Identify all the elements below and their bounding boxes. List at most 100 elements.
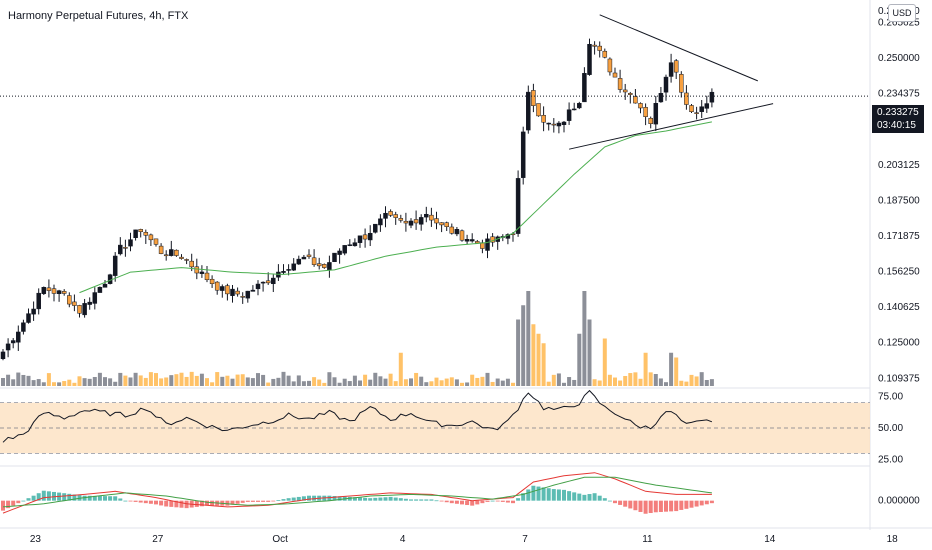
volume-bar [11, 379, 15, 386]
candle-body [644, 107, 648, 116]
candle-body [394, 215, 398, 218]
currency-button[interactable]: USD [888, 4, 916, 22]
candle-body [577, 103, 581, 108]
volume-bar [236, 375, 240, 386]
volume-bar [317, 380, 321, 386]
macd-histogram-bar [450, 501, 454, 503]
price-axis-tick: 0.187500 [878, 195, 920, 206]
macd-histogram-bar [363, 498, 367, 501]
macd-histogram-bar [588, 494, 592, 501]
volume-bar [639, 379, 643, 386]
candle-body [470, 239, 474, 241]
candle-body [200, 272, 204, 274]
macd-histogram-bar [368, 498, 372, 500]
volume-bar [470, 375, 474, 386]
volume-bar [200, 374, 204, 386]
macd-histogram-bar [526, 489, 530, 500]
candle-body [419, 217, 423, 224]
volume-bar [654, 374, 658, 386]
candle-body [205, 273, 209, 280]
macd-histogram-bar [21, 501, 25, 502]
volume-bar [297, 375, 301, 386]
macd-histogram-bar [292, 498, 296, 501]
candle-body [486, 239, 490, 251]
volume-bar [338, 383, 342, 386]
macd-histogram-bar [225, 501, 229, 506]
candle-body [542, 115, 546, 122]
candle-body [67, 296, 71, 305]
candle-body [251, 290, 255, 291]
macd-histogram-bar [572, 492, 576, 500]
candle-body [21, 323, 25, 332]
macd-histogram-bar [419, 499, 423, 500]
candle-body [52, 289, 56, 294]
macd-histogram-bar [246, 501, 250, 502]
volume-bar [480, 377, 484, 386]
macd-histogram-bar [537, 487, 541, 501]
candle-body [123, 247, 127, 248]
volume-bar [424, 382, 428, 386]
candle-body [32, 309, 36, 314]
candle-body [582, 73, 586, 102]
candle-body [225, 286, 229, 294]
macd-histogram-bar [98, 496, 102, 501]
candle-body [83, 303, 87, 314]
macd-histogram-bar [659, 501, 663, 512]
volume-bar [373, 373, 377, 386]
candle-body [384, 213, 388, 218]
candle-body [190, 261, 194, 267]
candle-body [679, 74, 683, 92]
volume-bar [353, 376, 357, 386]
candle-body [353, 243, 357, 246]
candle-body [659, 93, 663, 102]
candle-body [593, 45, 597, 46]
macd-histogram-bar [139, 501, 143, 503]
candle-body [572, 109, 576, 110]
candle-body [261, 282, 265, 283]
candle-body [246, 291, 250, 298]
macd-histogram-bar [470, 501, 474, 506]
macd-histogram-bar [628, 501, 632, 509]
price-axis-tick: 0.250000 [878, 53, 920, 64]
candle-body [108, 275, 112, 284]
candle-body [669, 63, 673, 77]
candle-body [455, 229, 459, 234]
volume-bar [190, 372, 194, 386]
macd-histogram-bar [27, 498, 31, 500]
time-axis-tick: 18 [887, 534, 899, 545]
time-axis-tick: 23 [30, 534, 42, 545]
macd-histogram-bar [1, 501, 5, 511]
macd-histogram-bar [679, 501, 683, 510]
volume-bar [123, 376, 127, 386]
volume-bar [129, 377, 133, 386]
volume-bar [358, 380, 362, 386]
macd-histogram-bar [384, 497, 388, 500]
macd-histogram-bar [710, 501, 714, 503]
volume-bar [618, 381, 622, 386]
rsi-axis-tick: 75.00 [878, 391, 903, 402]
volume-bar [62, 381, 66, 386]
volume-bar [684, 382, 688, 386]
macd-histogram-bar [129, 501, 133, 502]
volume-bar [450, 377, 454, 386]
volume-bar [16, 373, 20, 386]
macd-histogram-bar [598, 496, 602, 501]
volume-bar [57, 382, 61, 386]
volume-bar [409, 378, 413, 386]
time-axis-tick: 4 [400, 534, 406, 545]
macd-histogram-bar [195, 501, 199, 507]
volume-bar [312, 377, 316, 386]
volume-bar [47, 373, 51, 386]
macd-histogram-bar [506, 501, 510, 503]
candle-body [154, 239, 158, 245]
macd-histogram-bar [282, 499, 286, 501]
time-axis-tick: Oct [272, 534, 288, 545]
macd-histogram-bar [118, 498, 122, 500]
macd-histogram-bar [654, 501, 658, 513]
volume-bar [322, 383, 326, 386]
macd-histogram-bar [639, 501, 643, 512]
volume-bar [623, 376, 627, 386]
volume-bar [164, 377, 168, 386]
macd-histogram-bar [700, 501, 704, 506]
